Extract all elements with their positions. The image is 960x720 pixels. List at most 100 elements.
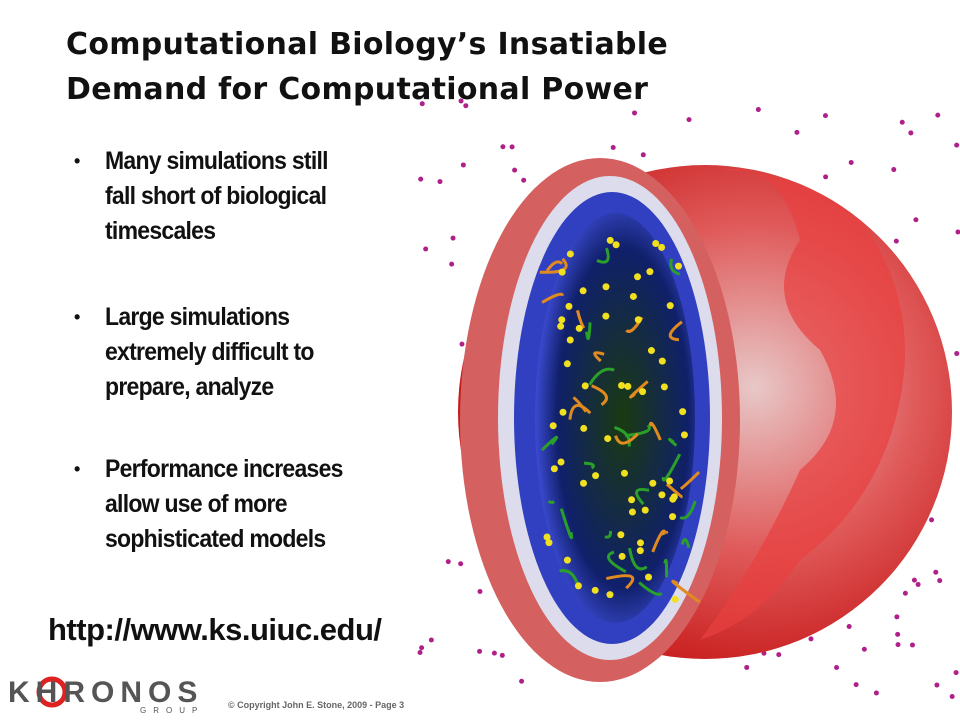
particle — [460, 162, 466, 168]
particle — [519, 678, 525, 684]
ion — [565, 302, 573, 310]
bullet-item: • Many simulations still fall short of bio… — [74, 144, 347, 249]
particle — [894, 614, 900, 620]
ion — [658, 357, 666, 365]
ion — [647, 347, 655, 355]
strand — [648, 421, 662, 441]
bullet-item: • Performance increases allow use of more s… — [74, 452, 363, 557]
strand — [572, 396, 588, 413]
ion — [592, 472, 600, 480]
particle — [632, 110, 638, 116]
ion — [574, 582, 582, 590]
strand — [668, 437, 678, 447]
ion — [559, 408, 567, 416]
particle — [834, 664, 840, 670]
particle — [954, 142, 960, 148]
strand — [668, 320, 683, 342]
ion — [645, 573, 653, 581]
particle — [458, 561, 464, 567]
strand — [629, 380, 649, 399]
bullet-line: fall short of biological — [105, 182, 327, 210]
ion — [660, 383, 668, 391]
title-line: Computational Biology’s Insatiable — [66, 27, 669, 62]
particle — [744, 664, 750, 670]
ion — [617, 531, 625, 539]
particle — [521, 177, 527, 183]
ion — [666, 477, 674, 485]
particle — [929, 517, 935, 523]
particle — [686, 117, 692, 123]
strand — [591, 384, 608, 406]
ion — [558, 316, 566, 324]
particle — [610, 145, 616, 151]
particle — [953, 670, 959, 676]
bullet-line: sophisticated models — [105, 525, 326, 553]
strand — [638, 581, 663, 596]
ion — [634, 316, 642, 324]
slide-title: Computational Biology’s Insatiable Deman… — [66, 22, 668, 112]
particle — [911, 577, 917, 583]
bullet-line: Large simulations — [105, 303, 290, 331]
logo-ring — [36, 676, 68, 708]
particle — [509, 144, 515, 150]
bullet-line: Performance increases — [105, 455, 343, 483]
particle — [477, 589, 483, 595]
particle — [477, 648, 483, 654]
particle — [437, 179, 443, 185]
particle — [640, 152, 646, 158]
particle — [891, 167, 897, 173]
particle — [491, 650, 497, 656]
particle — [935, 112, 941, 118]
particle — [893, 238, 899, 244]
ion — [550, 465, 558, 473]
ion — [581, 382, 589, 390]
bullet-text: Performance increases allow use of more so… — [105, 452, 343, 557]
particle — [794, 129, 800, 135]
strand — [588, 367, 615, 386]
particle — [873, 690, 879, 696]
ion — [545, 539, 553, 547]
strand — [547, 500, 555, 504]
strand — [583, 461, 595, 470]
strand — [680, 538, 691, 549]
strand — [604, 530, 613, 539]
ion — [549, 422, 557, 430]
particle — [822, 113, 828, 119]
ion — [652, 239, 660, 247]
ion — [566, 336, 574, 344]
ion — [604, 435, 612, 443]
particle — [853, 682, 859, 688]
bullet-text: Many simulations still fall short of biol… — [105, 144, 329, 249]
strand — [669, 258, 681, 276]
ion — [634, 273, 642, 281]
url: http://www.ks.uiuc.edu/ — [48, 612, 382, 647]
bullet-item: • Large simulations extremely difficult to… — [74, 300, 332, 405]
ion — [639, 388, 647, 396]
ion — [646, 268, 654, 276]
ion — [658, 243, 666, 251]
strand — [585, 322, 592, 341]
strand — [659, 530, 669, 537]
ion — [680, 431, 688, 439]
particle — [419, 645, 425, 651]
ion — [558, 268, 566, 276]
ion — [606, 236, 614, 244]
ion — [658, 491, 666, 499]
particle — [937, 578, 943, 584]
footer: © Copyright John E. Stone, 2009 - Page 3 — [228, 700, 405, 710]
particle — [450, 235, 456, 241]
particle — [915, 581, 921, 587]
bullet-line: extremely difficult to — [105, 338, 314, 366]
particle — [512, 167, 518, 173]
ion — [649, 479, 657, 487]
strand — [635, 488, 650, 506]
particle — [955, 229, 960, 235]
ion — [557, 458, 565, 466]
title-line: Demand for Computational Power — [66, 72, 649, 107]
ion — [670, 493, 678, 501]
logo-text: KHRONOS — [8, 676, 204, 709]
ion — [629, 292, 637, 300]
particle — [909, 642, 915, 648]
ion — [602, 312, 610, 320]
